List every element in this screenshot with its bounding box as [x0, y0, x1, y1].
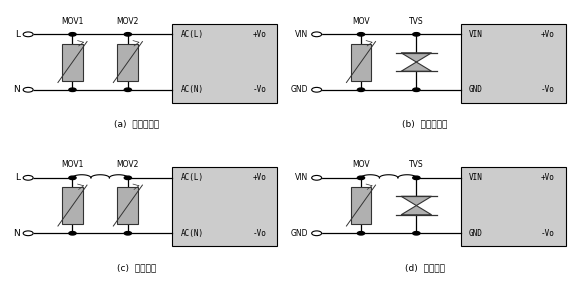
Text: -Vo: -Vo [253, 229, 267, 238]
Bar [460, 167, 566, 247]
Circle shape [69, 88, 76, 92]
Text: +Vo: +Vo [541, 30, 555, 39]
Circle shape [124, 232, 132, 235]
Circle shape [23, 88, 33, 92]
Circle shape [413, 176, 420, 180]
Text: VIN: VIN [469, 173, 483, 182]
Text: N: N [13, 229, 20, 238]
Text: MOV: MOV [352, 160, 370, 169]
Text: TVS: TVS [409, 17, 424, 26]
Circle shape [413, 88, 420, 92]
Text: (d)  推荐应用: (d) 推荐应用 [404, 263, 445, 272]
Text: MOV1: MOV1 [61, 17, 84, 26]
Bar [172, 24, 278, 103]
Bar [118, 187, 138, 224]
Text: GND: GND [291, 229, 308, 238]
Bar [172, 167, 278, 247]
Text: N: N [13, 85, 20, 94]
Text: -Vo: -Vo [253, 85, 267, 94]
Circle shape [23, 231, 33, 236]
Text: GND: GND [291, 85, 308, 94]
Text: VIN: VIN [295, 173, 308, 182]
Circle shape [23, 175, 33, 180]
Circle shape [124, 33, 132, 36]
Text: MOV2: MOV2 [117, 160, 139, 169]
Polygon shape [401, 53, 432, 62]
Circle shape [312, 231, 321, 236]
Circle shape [69, 33, 76, 36]
Circle shape [312, 175, 321, 180]
Bar [118, 44, 138, 81]
Text: -Vo: -Vo [541, 229, 555, 238]
Circle shape [357, 176, 365, 180]
Text: MOV: MOV [352, 17, 370, 26]
Bar [62, 187, 83, 224]
Circle shape [124, 88, 132, 92]
Circle shape [357, 88, 365, 92]
Bar [62, 44, 83, 81]
Text: TVS: TVS [409, 160, 424, 169]
Text: L: L [15, 173, 20, 182]
Text: AC(N): AC(N) [181, 229, 204, 238]
Text: AC(N): AC(N) [181, 85, 204, 94]
Circle shape [357, 232, 365, 235]
Text: MOV2: MOV2 [117, 17, 139, 26]
Text: MOV1: MOV1 [61, 160, 84, 169]
Circle shape [23, 32, 33, 37]
Circle shape [312, 32, 321, 37]
Polygon shape [401, 62, 432, 71]
Bar [351, 44, 372, 81]
Text: VIN: VIN [295, 30, 308, 39]
Polygon shape [401, 196, 432, 205]
Text: VIN: VIN [469, 30, 483, 39]
Text: +Vo: +Vo [253, 30, 267, 39]
Text: L: L [15, 30, 20, 39]
Circle shape [312, 88, 321, 92]
Text: (c)  推荐应用: (c) 推荐应用 [117, 263, 156, 272]
Bar [351, 187, 372, 224]
Text: (b)  不恰当应用: (b) 不恰当应用 [402, 120, 447, 129]
Circle shape [413, 232, 420, 235]
Bar [460, 24, 566, 103]
Text: (a)  不恰当应用: (a) 不恰当应用 [114, 120, 159, 129]
Circle shape [357, 33, 365, 36]
Polygon shape [401, 205, 432, 215]
Text: +Vo: +Vo [253, 173, 267, 182]
Circle shape [69, 232, 76, 235]
Circle shape [413, 33, 420, 36]
Text: GND: GND [469, 85, 483, 94]
Text: GND: GND [469, 229, 483, 238]
Circle shape [69, 176, 76, 180]
Circle shape [124, 176, 132, 180]
Text: AC(L): AC(L) [181, 30, 204, 39]
Text: -Vo: -Vo [541, 85, 555, 94]
Text: AC(L): AC(L) [181, 173, 204, 182]
Text: +Vo: +Vo [541, 173, 555, 182]
